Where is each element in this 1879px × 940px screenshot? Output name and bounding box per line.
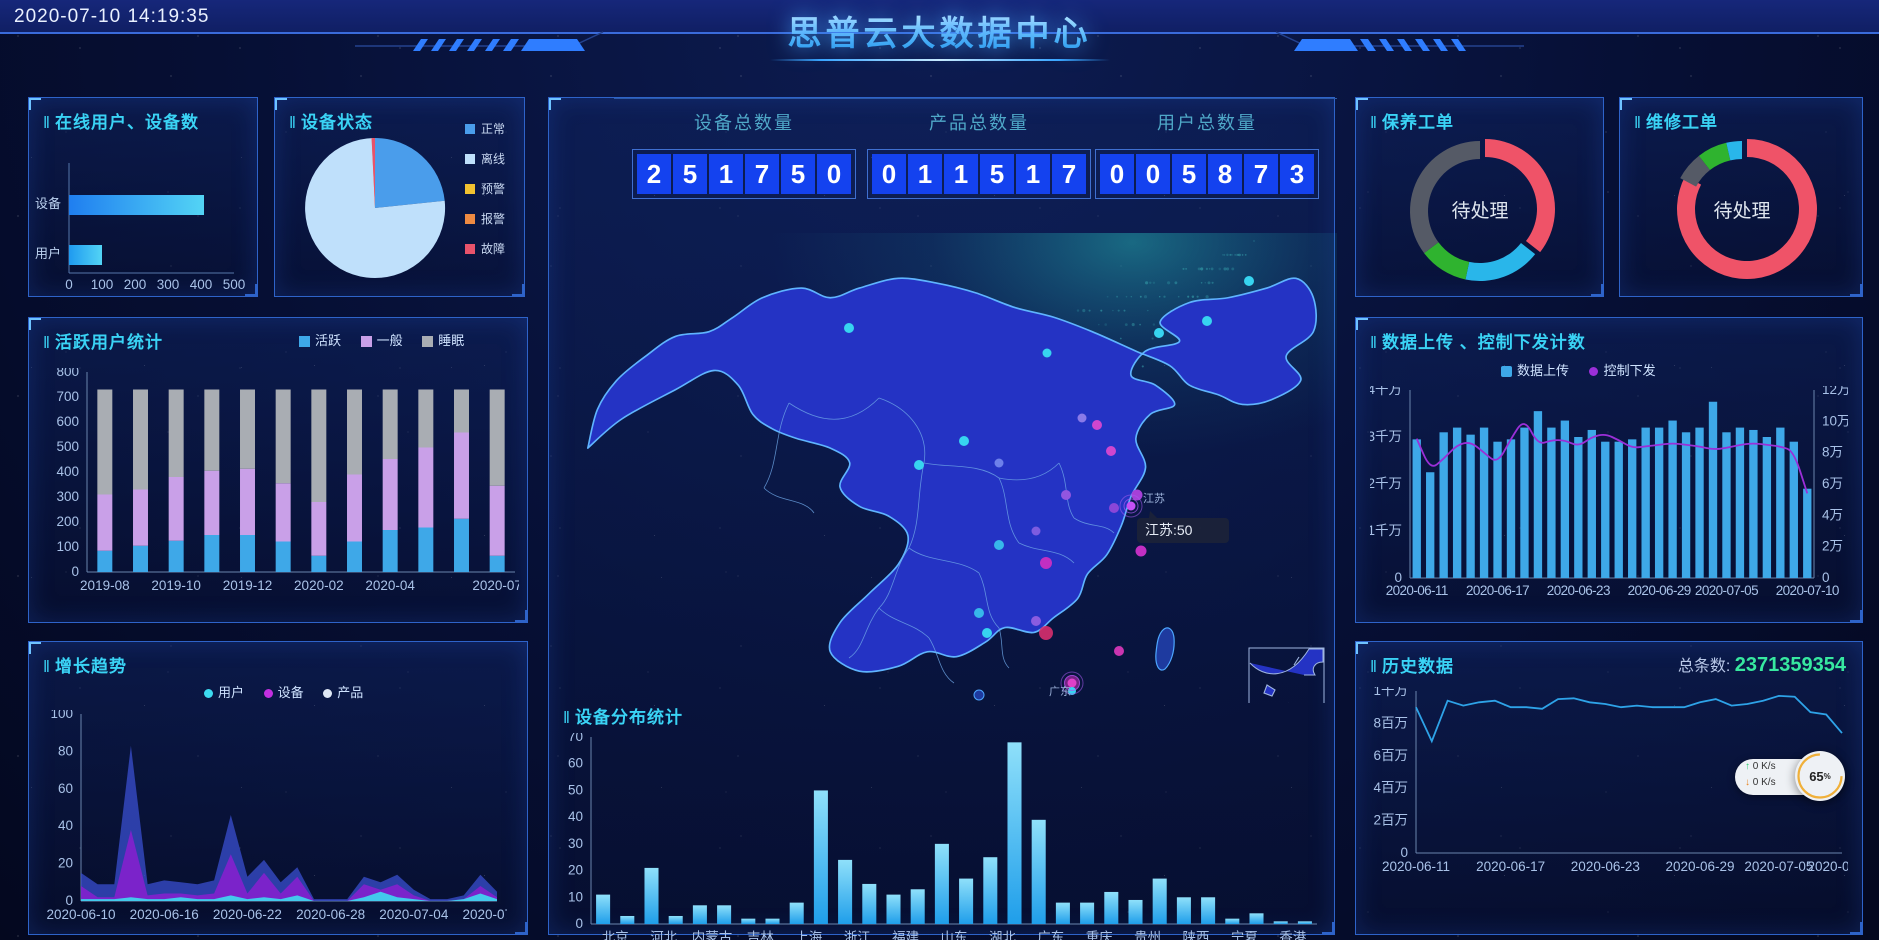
svg-text:待处理: 待处理 xyxy=(1713,200,1770,222)
svg-text:离线: 离线 xyxy=(481,151,505,166)
svg-text:10: 10 xyxy=(568,889,583,904)
svg-text:60: 60 xyxy=(58,781,73,796)
svg-text:2020-06-11: 2020-06-11 xyxy=(1386,583,1448,598)
svg-text:2020-06-22: 2020-06-22 xyxy=(213,907,282,922)
svg-text:600: 600 xyxy=(56,414,79,429)
svg-text:700: 700 xyxy=(56,389,79,404)
svg-text:江苏:50: 江苏:50 xyxy=(1145,522,1193,538)
svg-text:8百万: 8百万 xyxy=(1373,715,1408,730)
svg-text:2019-10: 2019-10 xyxy=(151,578,201,593)
svg-text:江苏: 江苏 xyxy=(1143,492,1165,505)
svg-text:40: 40 xyxy=(58,818,73,833)
svg-text:500: 500 xyxy=(223,277,246,292)
svg-text:200: 200 xyxy=(124,277,147,292)
svg-text:0: 0 xyxy=(1400,845,1408,860)
svg-text:2020-06-29: 2020-06-29 xyxy=(1665,859,1734,874)
svg-text:2020-02: 2020-02 xyxy=(294,578,344,593)
svg-text:2019-08: 2019-08 xyxy=(80,578,130,593)
svg-text:山东: 山东 xyxy=(941,930,968,940)
svg-text:300: 300 xyxy=(56,489,79,504)
svg-text:200: 200 xyxy=(56,514,79,529)
svg-text:浙江: 浙江 xyxy=(844,930,871,940)
svg-text:2020-07-05: 2020-07-05 xyxy=(1744,859,1813,874)
svg-text:20: 20 xyxy=(58,856,73,871)
svg-text:2020-07-09: 2020-07-09 xyxy=(462,907,507,922)
svg-text:2020-07-10: 2020-07-10 xyxy=(1776,583,1839,598)
svg-text:1千万: 1千万 xyxy=(1373,687,1408,698)
svg-text:400: 400 xyxy=(190,277,213,292)
svg-text:贵州: 贵州 xyxy=(1134,930,1161,940)
svg-text:500: 500 xyxy=(56,439,79,454)
svg-text:河北: 河北 xyxy=(650,930,678,940)
svg-text:设备: 设备 xyxy=(35,196,61,211)
svg-text:40: 40 xyxy=(568,809,583,824)
svg-text:2019-12: 2019-12 xyxy=(223,578,273,593)
svg-text:2万: 2万 xyxy=(1822,539,1843,554)
svg-text:300: 300 xyxy=(157,277,180,292)
svg-text:0: 0 xyxy=(575,916,583,931)
svg-text:6百万: 6百万 xyxy=(1373,748,1408,763)
svg-text:10万: 10万 xyxy=(1822,413,1848,428)
svg-text:4千万: 4千万 xyxy=(1370,386,1402,397)
svg-text:故障: 故障 xyxy=(481,241,505,256)
svg-text:2020-06-29: 2020-06-29 xyxy=(1628,583,1691,598)
svg-text:4万: 4万 xyxy=(1822,507,1843,522)
svg-text:内蒙古: 内蒙古 xyxy=(692,930,733,940)
svg-text:0: 0 xyxy=(71,564,79,579)
svg-text:4百万: 4百万 xyxy=(1373,780,1408,795)
svg-text:800: 800 xyxy=(56,368,79,379)
svg-text:0: 0 xyxy=(65,277,73,292)
svg-text:3千万: 3千万 xyxy=(1370,429,1402,444)
svg-text:宁夏: 宁夏 xyxy=(1231,929,1259,940)
svg-text:100: 100 xyxy=(50,710,73,721)
svg-text:正常: 正常 xyxy=(481,122,505,136)
svg-text:2020-06-17: 2020-06-17 xyxy=(1466,583,1529,598)
svg-text:2020-07-05: 2020-07-05 xyxy=(1695,583,1758,598)
svg-text:待处理: 待处理 xyxy=(1451,200,1508,222)
svg-text:广东: 广东 xyxy=(1037,930,1064,940)
svg-text:重庆: 重庆 xyxy=(1086,930,1113,940)
svg-text:400: 400 xyxy=(56,464,79,479)
svg-text:2020-07-10: 2020-07-10 xyxy=(1807,859,1848,874)
svg-text:2020-07: 2020-07 xyxy=(472,578,519,593)
svg-text:100: 100 xyxy=(91,277,114,292)
svg-text:香港: 香港 xyxy=(1279,930,1306,940)
svg-text:2020-06-23: 2020-06-23 xyxy=(1547,583,1610,598)
svg-text:2百万: 2百万 xyxy=(1373,813,1408,828)
svg-text:2020-06-17: 2020-06-17 xyxy=(1476,859,1545,874)
svg-text:70: 70 xyxy=(568,733,583,744)
svg-text:吉林: 吉林 xyxy=(747,930,774,940)
svg-text:2千万: 2千万 xyxy=(1370,476,1402,491)
svg-text:湖北: 湖北 xyxy=(989,930,1016,940)
svg-text:2020-06-10: 2020-06-10 xyxy=(47,907,116,922)
svg-text:100: 100 xyxy=(56,539,79,554)
svg-text:报警: 报警 xyxy=(481,211,505,226)
svg-text:12万: 12万 xyxy=(1822,386,1848,397)
svg-text:60: 60 xyxy=(568,756,583,771)
svg-text:2020-06-28: 2020-06-28 xyxy=(296,907,365,922)
svg-text:2020-06-11: 2020-06-11 xyxy=(1382,859,1450,874)
svg-text:20: 20 xyxy=(568,863,583,878)
svg-text:2020-07-04: 2020-07-04 xyxy=(379,907,449,922)
svg-text:8万: 8万 xyxy=(1822,445,1843,460)
svg-text:2020-04: 2020-04 xyxy=(365,578,415,593)
svg-text:30: 30 xyxy=(568,836,583,851)
svg-text:福建: 福建 xyxy=(892,930,919,940)
svg-text:0: 0 xyxy=(65,893,73,908)
svg-text:6万: 6万 xyxy=(1822,476,1843,491)
svg-text:上海: 上海 xyxy=(795,930,822,940)
svg-text:北京: 北京 xyxy=(602,930,629,940)
svg-text:1千万: 1千万 xyxy=(1370,523,1402,538)
svg-text:广东: 广东 xyxy=(1049,685,1071,698)
svg-text:50: 50 xyxy=(568,782,583,797)
svg-text:用户: 用户 xyxy=(35,246,61,261)
svg-text:预警: 预警 xyxy=(481,181,505,196)
svg-text:80: 80 xyxy=(58,743,73,758)
svg-text:2020-06-23: 2020-06-23 xyxy=(1571,859,1640,874)
svg-text:2020-06-16: 2020-06-16 xyxy=(130,907,199,922)
svg-text:陕西: 陕西 xyxy=(1183,930,1210,940)
